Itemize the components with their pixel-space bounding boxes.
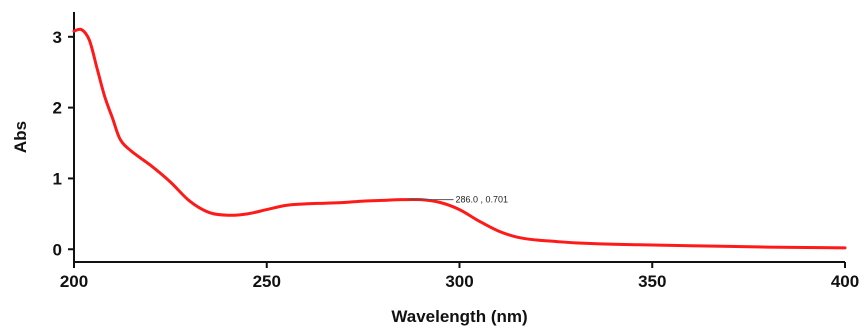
series-layer	[72, 27, 847, 250]
y-tick-label: 0	[53, 240, 62, 259]
x-axis-title: Wavelength (nm)	[391, 307, 527, 326]
y-axis-title: Abs	[11, 121, 30, 153]
x-tick-label: 350	[638, 272, 666, 291]
annotation-layer: 286.0 , 0.701	[407, 195, 509, 205]
y-tick-label: 2	[53, 99, 62, 118]
y-ticks: 0 1 2 3	[53, 28, 74, 259]
y-tick-label: 3	[53, 28, 62, 47]
x-tick-label: 400	[831, 272, 859, 291]
absorbance-series-line	[72, 27, 847, 250]
x-tick-label: 200	[60, 272, 88, 291]
x-tick-label: 250	[253, 272, 281, 291]
y-tick-label: 1	[53, 169, 62, 188]
peak-annotation-label: 286.0 , 0.701	[456, 195, 509, 205]
x-tick-label: 300	[445, 272, 473, 291]
axes	[73, 12, 845, 263]
x-ticks: 200 250 300 350 400	[60, 262, 859, 291]
